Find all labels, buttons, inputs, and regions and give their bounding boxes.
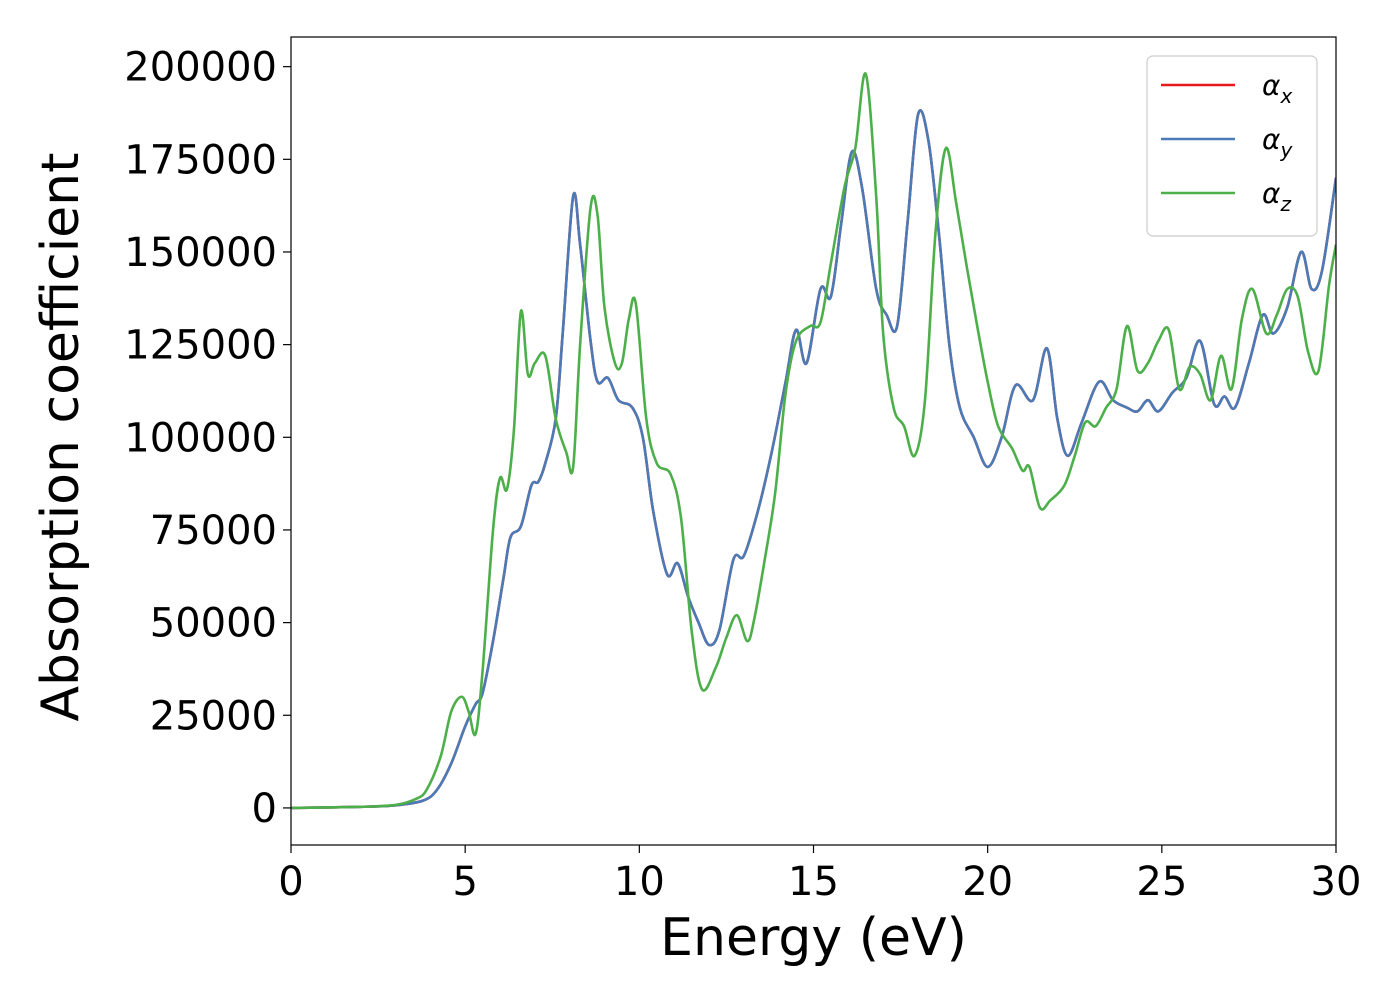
series-line-y — [291, 109, 1336, 810]
x-tick-label: 15 — [788, 859, 839, 905]
x-tick-label: 30 — [1311, 859, 1362, 905]
legend-box — [1146, 55, 1318, 237]
x-tick-label: 10 — [614, 859, 665, 905]
y-axis-ticks: 0 25000 50000 75000 100000 125000 150000 175000… — [124, 45, 291, 832]
y-tick-label: 100000 — [124, 415, 277, 461]
x-tick-label: 5 — [452, 859, 477, 905]
x-axis-ticks: 0 5 10 15 20 25 30 — [278, 845, 1361, 905]
y-tick-label: 175000 — [124, 137, 277, 183]
legend-subscript: x — [1279, 84, 1292, 108]
x-tick-label: 20 — [962, 859, 1013, 905]
y-axis-title: Absorption coefficient — [31, 152, 91, 721]
series-line-z — [291, 72, 1336, 810]
y-tick-label: 75000 — [150, 508, 277, 554]
y-tick-label: 125000 — [124, 323, 277, 369]
y-tick-label: 50000 — [150, 601, 277, 647]
legend-subscript: y — [1279, 138, 1293, 162]
y-tick-label: 25000 — [150, 693, 277, 739]
plot-frame — [290, 36, 1337, 846]
legend-subscript: z — [1279, 192, 1291, 216]
y-tick-label: 150000 — [124, 230, 277, 276]
x-tick-label: 25 — [1136, 859, 1187, 905]
x-axis-title: Energy (eV) — [660, 908, 967, 968]
y-tick-label: 200000 — [124, 45, 277, 91]
x-tick-label: 0 — [278, 859, 303, 905]
y-tick-label: 0 — [252, 786, 277, 832]
series-layer — [291, 72, 1336, 810]
